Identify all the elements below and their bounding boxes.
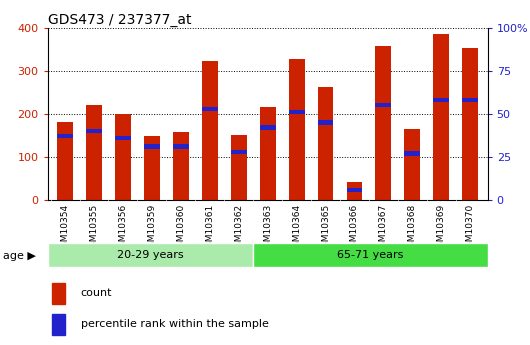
Bar — [52, 314, 65, 335]
Bar — [202, 107, 218, 111]
Bar — [260, 107, 276, 200]
Bar — [202, 61, 218, 200]
Text: GSM10365: GSM10365 — [321, 204, 330, 253]
Bar — [375, 103, 391, 107]
Bar — [52, 283, 65, 304]
Bar — [317, 87, 333, 200]
Bar — [144, 145, 160, 149]
Text: GSM10367: GSM10367 — [379, 204, 388, 253]
Text: GSM10360: GSM10360 — [176, 204, 186, 253]
Bar — [434, 98, 449, 102]
Bar — [404, 151, 420, 156]
Bar — [57, 122, 73, 200]
Text: age ▶: age ▶ — [3, 251, 36, 261]
Text: GSM10368: GSM10368 — [408, 204, 417, 253]
Bar — [231, 135, 246, 200]
Text: GSM10363: GSM10363 — [263, 204, 272, 253]
Text: GSM10369: GSM10369 — [437, 204, 446, 253]
Bar — [115, 136, 131, 140]
Text: GSM10355: GSM10355 — [90, 204, 99, 253]
Text: GSM10366: GSM10366 — [350, 204, 359, 253]
Bar — [462, 48, 478, 200]
Text: GSM10361: GSM10361 — [205, 204, 214, 253]
Text: percentile rank within the sample: percentile rank within the sample — [81, 319, 269, 329]
Text: GSM10364: GSM10364 — [292, 204, 301, 253]
Bar — [86, 105, 102, 200]
Text: GDS473 / 237377_at: GDS473 / 237377_at — [48, 12, 191, 27]
Text: GSM10362: GSM10362 — [234, 204, 243, 253]
Text: GSM10354: GSM10354 — [60, 204, 69, 253]
Text: count: count — [81, 288, 112, 298]
Bar — [48, 243, 253, 267]
Bar — [347, 188, 363, 192]
Text: 20-29 years: 20-29 years — [117, 250, 184, 260]
Bar — [86, 129, 102, 133]
Bar — [289, 59, 305, 200]
Bar — [404, 129, 420, 200]
Text: GSM10356: GSM10356 — [118, 204, 127, 253]
Bar — [253, 243, 488, 267]
Bar — [57, 134, 73, 138]
Bar — [347, 182, 363, 200]
Bar — [173, 132, 189, 200]
Bar — [260, 126, 276, 130]
Bar — [231, 150, 246, 154]
Bar — [462, 98, 478, 102]
Bar — [173, 145, 189, 149]
Bar — [115, 114, 131, 200]
Bar — [434, 34, 449, 200]
Text: GSM10359: GSM10359 — [147, 204, 156, 253]
Text: 65-71 years: 65-71 years — [337, 250, 403, 260]
Bar — [144, 136, 160, 200]
Bar — [375, 46, 391, 200]
Bar — [289, 110, 305, 114]
Bar — [317, 120, 333, 125]
Text: GSM10370: GSM10370 — [466, 204, 475, 253]
